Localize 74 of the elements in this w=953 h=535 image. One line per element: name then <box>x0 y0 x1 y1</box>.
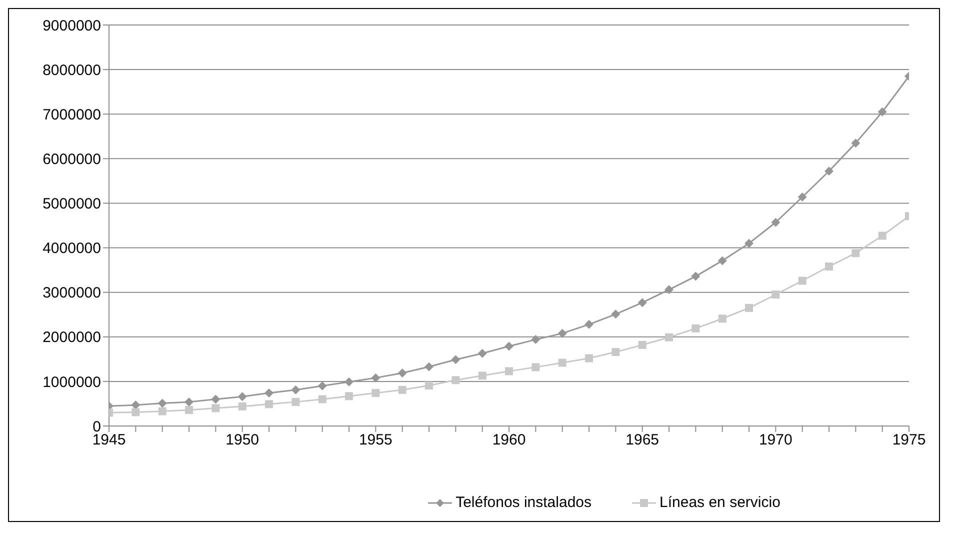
point <box>824 166 834 176</box>
y-tick-label: 1000000 <box>42 374 101 391</box>
point <box>584 320 594 329</box>
y-tick-label: 2000000 <box>42 329 101 346</box>
y-tick-label: 3000000 <box>42 284 101 302</box>
point <box>744 238 754 248</box>
point <box>771 218 780 227</box>
point <box>878 107 887 116</box>
point <box>664 285 674 294</box>
x-tick-label: 1955 <box>358 432 392 449</box>
point <box>504 342 514 351</box>
point <box>132 408 140 416</box>
point <box>558 328 567 338</box>
point <box>718 314 726 323</box>
y-tick-label: 9000000 <box>42 17 101 34</box>
legend-label: Teléfonos instalados <box>456 494 592 511</box>
point <box>772 290 780 299</box>
point <box>398 386 406 394</box>
point <box>425 381 433 390</box>
point <box>585 354 593 362</box>
point <box>665 333 673 342</box>
point <box>424 362 434 372</box>
point <box>158 407 166 416</box>
point <box>185 406 193 414</box>
point <box>532 363 540 372</box>
point <box>318 381 327 390</box>
point <box>291 385 300 394</box>
y-tick-label: 5000000 <box>42 196 101 213</box>
point <box>825 262 833 270</box>
point <box>372 389 380 398</box>
point <box>211 394 220 404</box>
point <box>558 358 566 367</box>
point <box>851 138 860 148</box>
point <box>478 348 487 358</box>
point <box>531 335 540 344</box>
point <box>264 388 274 398</box>
legend-label: Líneas en servicio <box>660 494 780 511</box>
point <box>611 310 620 319</box>
x-tick-label: 1960 <box>492 432 526 449</box>
point <box>718 256 727 266</box>
point <box>798 192 807 202</box>
point <box>318 395 326 404</box>
point <box>265 400 273 408</box>
point <box>452 376 460 384</box>
point <box>638 340 646 349</box>
point <box>371 373 380 382</box>
y-tick-label: 7000000 <box>42 106 101 124</box>
point <box>344 377 354 386</box>
point <box>238 402 246 410</box>
x-tick-label: 1975 <box>892 432 926 449</box>
y-tick-label: 8000000 <box>42 62 101 79</box>
point <box>798 276 806 285</box>
point <box>451 355 460 364</box>
x-tick-label: 1970 <box>758 432 792 449</box>
point <box>691 272 700 281</box>
y-tick-label: 6000000 <box>42 150 101 168</box>
point <box>878 232 886 240</box>
point <box>238 392 247 402</box>
point <box>345 392 353 400</box>
x-tick-label: 1950 <box>226 432 260 449</box>
point <box>692 324 700 332</box>
point <box>158 398 167 408</box>
point <box>505 367 513 376</box>
point <box>612 348 620 356</box>
point <box>292 398 300 406</box>
y-tick-label: 4000000 <box>42 240 101 258</box>
x-tick-label: 1965 <box>626 432 660 449</box>
point <box>638 298 647 308</box>
point <box>745 304 753 312</box>
point <box>478 372 486 380</box>
point <box>184 397 194 406</box>
point <box>212 404 220 412</box>
point <box>398 368 407 378</box>
point <box>852 249 860 258</box>
